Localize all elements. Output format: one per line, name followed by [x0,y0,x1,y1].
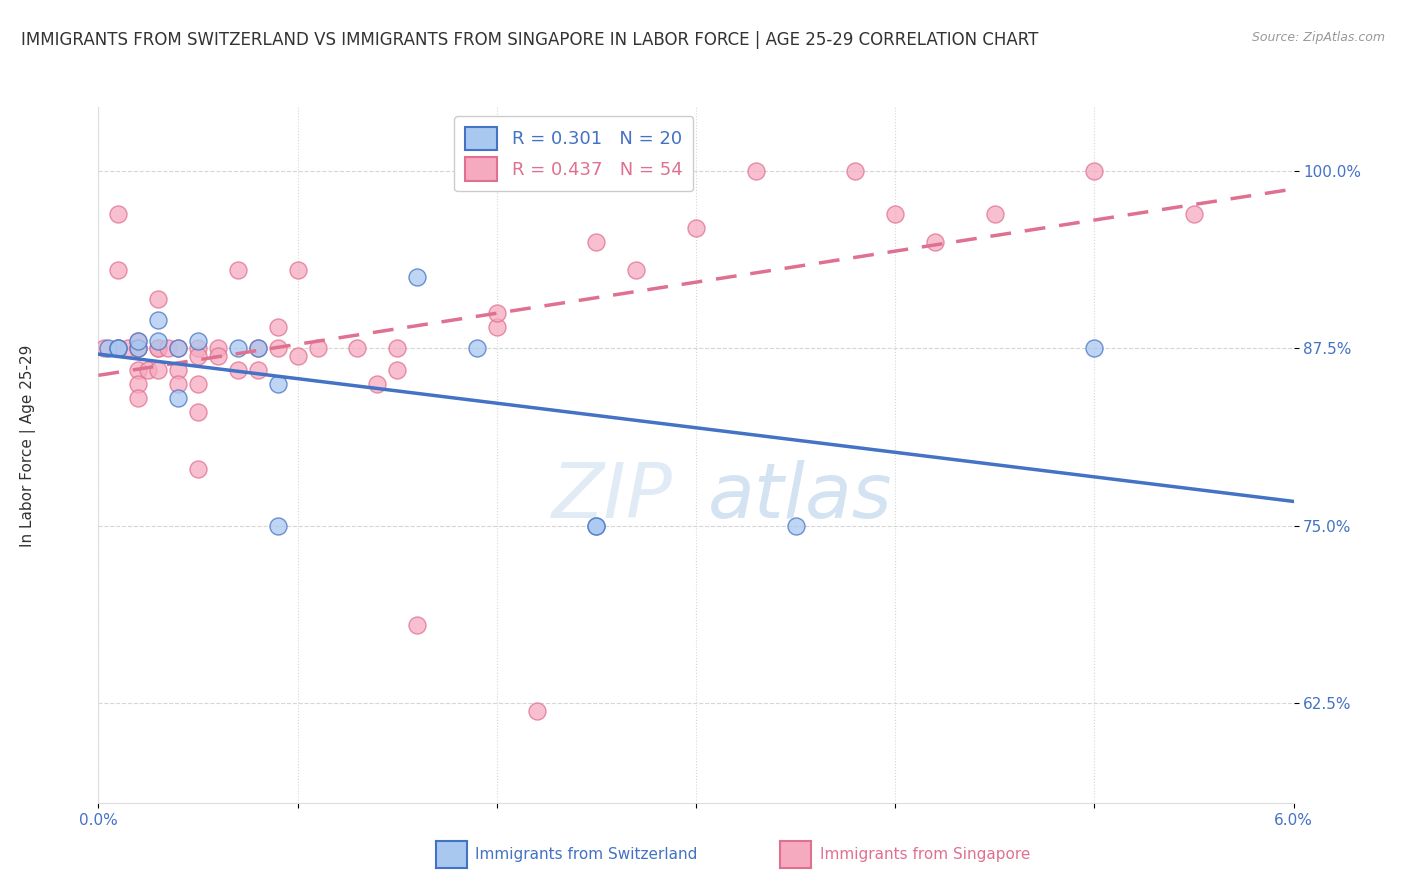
Point [167,362,190,376]
Point [267,376,290,391]
Point [385,342,409,356]
Point [127,362,149,376]
Point [924,235,946,249]
Point [226,362,249,376]
Point [107,263,129,277]
Point [1083,342,1105,356]
Point [246,342,269,356]
Point [385,362,409,376]
Point [127,342,149,356]
Text: atlas: atlas [709,459,893,533]
Point [127,334,149,349]
Point [187,405,209,419]
Point [844,164,866,178]
Legend: R = 0.301   N = 20, R = 0.437   N = 54: R = 0.301 N = 20, R = 0.437 N = 54 [454,116,693,192]
Point [97,342,120,356]
Point [157,342,180,356]
Point [127,391,149,405]
Point [127,342,149,356]
Text: IMMIGRANTS FROM SWITZERLAND VS IMMIGRANTS FROM SINGAPORE IN LABOR FORCE | AGE 25: IMMIGRANTS FROM SWITZERLAND VS IMMIGRANT… [21,31,1039,49]
Point [107,206,129,220]
Point [366,376,388,391]
Point [287,263,309,277]
Point [167,342,190,356]
Point [983,206,1005,220]
Point [287,349,309,363]
Point [406,618,429,632]
Point [406,270,429,285]
Point [226,263,249,277]
Point [585,519,607,533]
Point [148,334,170,349]
Point [884,206,907,220]
Text: In Labor Force | Age 25-29: In Labor Force | Age 25-29 [20,345,37,547]
Point [526,704,548,718]
Point [745,164,768,178]
Point [127,342,149,356]
Point [187,349,209,363]
Point [107,342,129,356]
Text: Immigrants from Switzerland: Immigrants from Switzerland [475,847,697,862]
Point [267,342,290,356]
Point [127,334,149,349]
Text: ZIP: ZIP [551,459,672,533]
Point [246,342,269,356]
Point [93,342,115,356]
Point [107,342,129,356]
Point [148,362,170,376]
Point [267,519,290,533]
Point [148,342,170,356]
Point [585,519,607,533]
Point [127,376,149,391]
Point [785,519,807,533]
Point [226,342,249,356]
Point [307,342,329,356]
Point [1182,206,1205,220]
Point [136,362,159,376]
Point [148,342,170,356]
Point [167,391,190,405]
Point [624,263,647,277]
Text: Immigrants from Singapore: Immigrants from Singapore [820,847,1031,862]
Point [187,462,209,476]
Point [1083,164,1105,178]
Point [148,292,170,306]
Point [167,376,190,391]
Point [148,313,170,327]
Point [465,342,488,356]
Point [585,235,607,249]
Point [187,334,209,349]
Point [117,342,139,356]
Point [685,220,707,235]
Point [485,320,508,334]
Point [346,342,368,356]
Point [246,362,269,376]
Point [167,342,190,356]
Point [267,320,290,334]
Text: Source: ZipAtlas.com: Source: ZipAtlas.com [1251,31,1385,45]
Point [207,349,229,363]
Point [187,376,209,391]
Point [107,342,129,356]
Point [207,342,229,356]
Point [485,306,508,320]
Point [187,342,209,356]
